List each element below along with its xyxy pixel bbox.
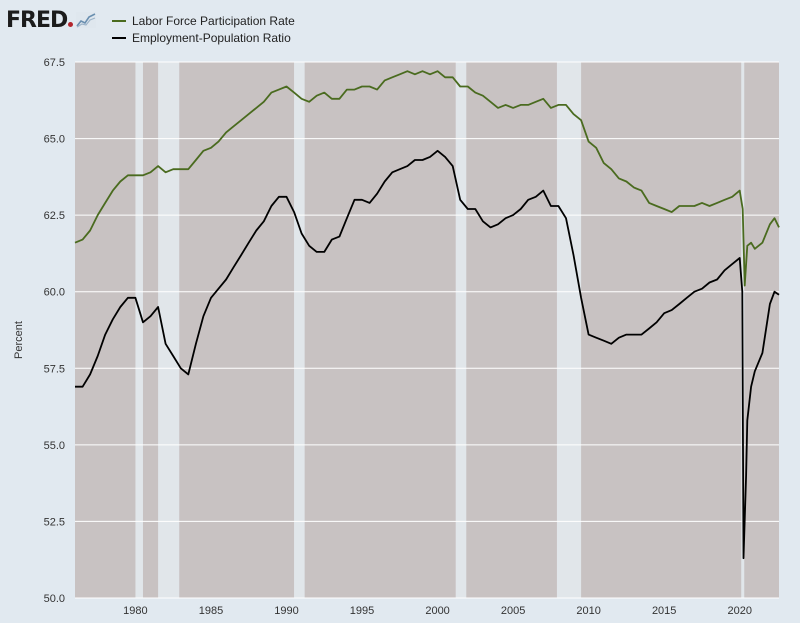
fred-logo-text: FRED [6,7,68,33]
recession-band-1 [158,62,180,598]
y-tick-label: 67.5 [44,57,65,69]
legend-swatch-lfpr [112,19,126,22]
fred-logo[interactable]: FRED [6,6,97,34]
x-tick-label: 2020 [727,605,751,617]
fred-sparkline-icon [76,12,97,28]
x-tick-label: 2015 [652,605,676,617]
x-tick-label: 1980 [123,605,147,617]
x-tick-label: 2000 [425,605,449,617]
legend-label-epop: Employment-Population Ratio [132,30,291,45]
y-tick-label: 50.0 [44,593,65,605]
y-tick-label: 57.5 [44,363,65,375]
x-tick-label: 1985 [199,605,223,617]
recession-band-3 [455,62,467,598]
x-tick-label: 1990 [274,605,298,617]
fred-logo-dot [68,22,74,27]
recession-band-0 [135,62,143,598]
recession-band-4 [556,62,582,598]
recession-band-2 [294,62,305,598]
series-line-0 [74,70,780,287]
legend-label-lfpr: Labor Force Participation Rate [132,13,295,28]
y-tick-label: 60.0 [44,287,65,299]
chart-legend: Labor Force Participation Rate Employmen… [112,12,295,46]
x-tick-label: 1995 [350,605,374,617]
y-axis-label: Percent [13,321,25,359]
legend-item-lfpr[interactable]: Labor Force Participation Rate [112,12,295,29]
legend-swatch-epop [112,36,126,39]
plot-area [75,62,779,598]
legend-item-epop[interactable]: Employment-Population Ratio [112,29,295,46]
x-tick-label: 2005 [501,605,525,617]
x-tick-label: 2010 [576,605,600,617]
y-tick-label: 55.0 [44,440,65,452]
y-tick-label: 65.0 [44,134,65,146]
y-tick-label: 52.5 [44,516,65,528]
y-tick-label: 62.5 [44,210,65,222]
series-line-1 [75,149,780,560]
